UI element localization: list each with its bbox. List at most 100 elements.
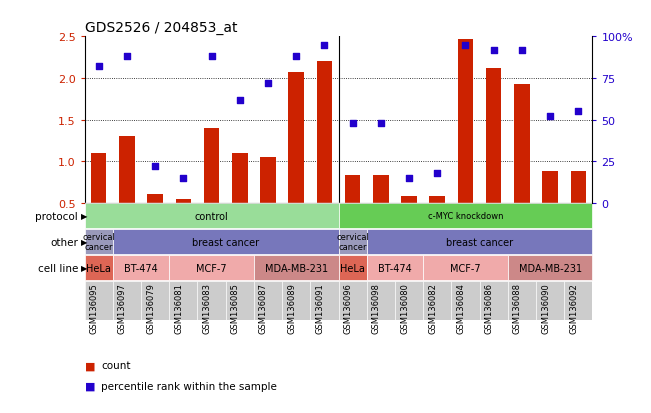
Text: cervical
cancer: cervical cancer bbox=[336, 233, 369, 252]
Bar bbox=[113, 281, 141, 320]
Point bbox=[545, 114, 555, 120]
Text: GSM136098: GSM136098 bbox=[372, 283, 381, 334]
Bar bbox=[176, 199, 191, 203]
Bar bbox=[401, 197, 417, 203]
Bar bbox=[423, 256, 508, 280]
Bar bbox=[451, 281, 480, 320]
Bar bbox=[423, 281, 451, 320]
Bar bbox=[113, 230, 339, 254]
Point bbox=[206, 54, 217, 60]
Bar bbox=[85, 256, 113, 280]
Point bbox=[348, 120, 358, 127]
Point bbox=[573, 109, 583, 115]
Text: control: control bbox=[195, 211, 229, 221]
Point bbox=[460, 42, 471, 49]
Text: cell line: cell line bbox=[38, 263, 78, 273]
Point bbox=[517, 47, 527, 54]
Bar bbox=[536, 281, 564, 320]
Point bbox=[488, 47, 499, 54]
Text: GSM136097: GSM136097 bbox=[118, 283, 127, 334]
Bar bbox=[254, 281, 282, 320]
Text: ▶: ▶ bbox=[81, 263, 88, 273]
Text: GSM136081: GSM136081 bbox=[174, 283, 184, 334]
Text: GSM136080: GSM136080 bbox=[400, 283, 409, 334]
Text: other: other bbox=[50, 237, 78, 247]
Point bbox=[319, 42, 329, 49]
Text: MCF-7: MCF-7 bbox=[196, 263, 227, 273]
Text: c-MYC knockdown: c-MYC knockdown bbox=[428, 212, 503, 221]
Text: GSM136096: GSM136096 bbox=[344, 283, 353, 334]
Text: cervical
cancer: cervical cancer bbox=[82, 233, 115, 252]
Text: GSM136095: GSM136095 bbox=[90, 283, 99, 333]
Bar bbox=[430, 197, 445, 203]
Point bbox=[404, 175, 414, 182]
Point bbox=[291, 54, 301, 60]
Text: ■: ■ bbox=[85, 361, 95, 370]
Point bbox=[122, 54, 132, 60]
Text: ■: ■ bbox=[85, 381, 95, 391]
Text: GSM136088: GSM136088 bbox=[513, 283, 522, 334]
Bar bbox=[339, 281, 367, 320]
Text: GSM136087: GSM136087 bbox=[259, 283, 268, 334]
Bar bbox=[169, 281, 197, 320]
Bar bbox=[486, 69, 501, 203]
Bar bbox=[232, 154, 247, 203]
Bar bbox=[458, 40, 473, 203]
Point bbox=[234, 97, 245, 104]
Bar bbox=[508, 281, 536, 320]
Point bbox=[432, 170, 443, 177]
Point bbox=[178, 175, 189, 182]
Bar bbox=[204, 128, 219, 203]
Text: HeLa: HeLa bbox=[340, 263, 365, 273]
Text: ▶: ▶ bbox=[81, 212, 88, 221]
Text: GSM136089: GSM136089 bbox=[287, 283, 296, 334]
Text: protocol: protocol bbox=[35, 211, 78, 221]
Bar bbox=[339, 230, 367, 254]
Text: ▶: ▶ bbox=[81, 237, 88, 247]
Text: BT-474: BT-474 bbox=[124, 263, 158, 273]
Text: GSM136092: GSM136092 bbox=[570, 283, 578, 333]
Bar bbox=[508, 256, 592, 280]
Bar bbox=[85, 204, 339, 229]
Bar bbox=[197, 281, 226, 320]
Point bbox=[94, 64, 104, 70]
Bar bbox=[141, 281, 169, 320]
Bar bbox=[226, 281, 254, 320]
Bar bbox=[147, 195, 163, 203]
Bar bbox=[564, 281, 592, 320]
Bar bbox=[480, 281, 508, 320]
Bar bbox=[339, 204, 592, 229]
Text: percentile rank within the sample: percentile rank within the sample bbox=[101, 381, 277, 391]
Text: MDA-MB-231: MDA-MB-231 bbox=[519, 263, 581, 273]
Text: GSM136079: GSM136079 bbox=[146, 283, 155, 334]
Bar bbox=[367, 256, 423, 280]
Bar bbox=[85, 230, 113, 254]
Bar bbox=[367, 230, 592, 254]
Point bbox=[263, 81, 273, 87]
Text: breast cancer: breast cancer bbox=[446, 237, 513, 247]
Bar bbox=[339, 256, 367, 280]
Text: GSM136085: GSM136085 bbox=[231, 283, 240, 334]
Bar bbox=[113, 256, 169, 280]
Bar bbox=[542, 172, 558, 203]
Text: GSM136082: GSM136082 bbox=[428, 283, 437, 334]
Point bbox=[376, 120, 386, 127]
Bar bbox=[345, 176, 361, 203]
Text: breast cancer: breast cancer bbox=[192, 237, 259, 247]
Text: GSM136084: GSM136084 bbox=[456, 283, 465, 334]
Bar bbox=[260, 158, 276, 203]
Text: GSM136091: GSM136091 bbox=[316, 283, 324, 333]
Text: BT-474: BT-474 bbox=[378, 263, 412, 273]
Text: HeLa: HeLa bbox=[87, 263, 111, 273]
Text: GSM136086: GSM136086 bbox=[485, 283, 493, 334]
Text: count: count bbox=[101, 361, 130, 370]
Bar bbox=[119, 137, 135, 203]
Bar bbox=[316, 62, 332, 203]
Bar bbox=[311, 281, 339, 320]
Bar bbox=[91, 154, 107, 203]
Text: MCF-7: MCF-7 bbox=[450, 263, 481, 273]
Bar bbox=[367, 281, 395, 320]
Bar bbox=[288, 73, 304, 203]
Bar bbox=[514, 85, 530, 203]
Bar bbox=[169, 256, 254, 280]
